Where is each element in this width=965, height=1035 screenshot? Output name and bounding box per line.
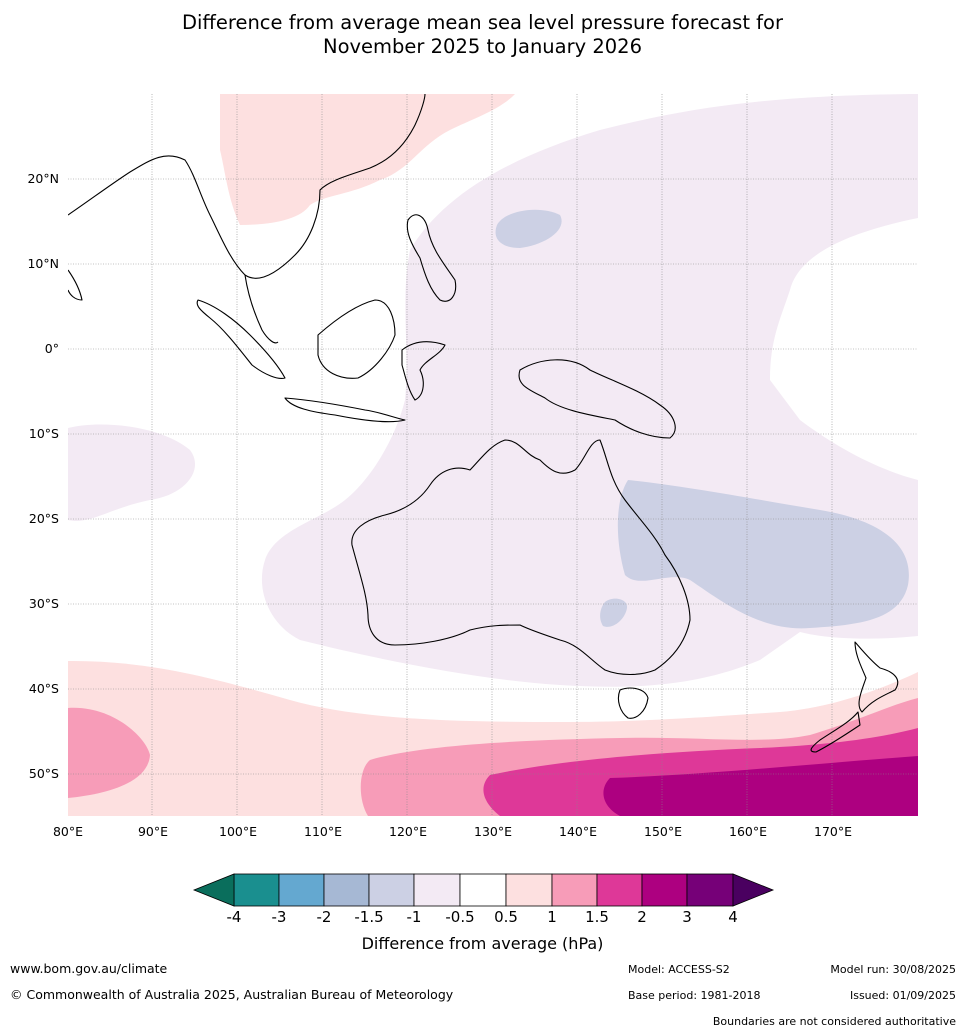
region-neg-small-australia — [600, 598, 628, 627]
map-title-line1: Difference from average mean sea level p… — [182, 11, 783, 34]
pressure-anomaly-shading — [68, 94, 918, 816]
colorbar-tick: -4 — [226, 908, 242, 926]
lat-label: 10°S — [28, 426, 59, 441]
region-pos-south-deep — [603, 756, 918, 816]
region-neg-small-west — [68, 424, 196, 521]
copyright-text: © Commonwealth of Australia 2025, Austra… — [10, 987, 454, 1002]
lon-label: 160°E — [728, 824, 768, 839]
colorbar — [192, 873, 775, 907]
lon-label: 80°E — [52, 824, 84, 839]
colorbar-under-arrow — [192, 873, 235, 907]
boundaries-disclaimer: Boundaries are not considered authoritat… — [712, 1015, 956, 1028]
java-coast — [284, 397, 406, 423]
lat-label: 40°S — [28, 681, 59, 696]
lat-label: 30°S — [28, 596, 59, 611]
lat-label: 50°S — [28, 766, 59, 781]
region-neg-pacific-north — [495, 209, 562, 248]
lon-label: 140°E — [558, 824, 598, 839]
region-pos-south-pink — [68, 707, 150, 798]
colorbar-tick: 1 — [547, 908, 557, 926]
colorbar-swatch — [505, 873, 553, 907]
model-run-date: Model run: 30/08/2025 — [830, 963, 956, 976]
colorbar-title: Difference from average (hPa) — [361, 934, 604, 953]
lon-label: 100°E — [218, 824, 258, 839]
sulawesi-coast — [401, 341, 446, 401]
lon-label: 120°E — [388, 824, 428, 839]
mainland-asia-coast — [68, 94, 426, 279]
issued-date: Issued: 01/09/2025 — [849, 989, 956, 1002]
lat-label: 20°N — [27, 171, 59, 186]
colorbar-swatch — [368, 873, 415, 907]
india-coast — [68, 269, 83, 301]
lon-label: 110°E — [303, 824, 343, 839]
map-title-line2: November 2025 to January 2026 — [323, 35, 642, 58]
colorbar-swatch — [641, 873, 688, 907]
new-guinea-coast — [518, 359, 676, 439]
nz-north-coast — [854, 641, 899, 713]
colorbar-tick: -1 — [406, 908, 422, 926]
nz-south-coast — [810, 711, 861, 753]
lon-label: 150°E — [643, 824, 683, 839]
borneo-coast — [317, 299, 396, 379]
base-period: Base period: 1981-2018 — [628, 989, 761, 1002]
tasmania-coast — [617, 687, 649, 719]
colorbar-tick: 1.5 — [585, 908, 609, 926]
lon-label: 130°E — [473, 824, 513, 839]
australia-coast — [351, 439, 691, 676]
colorbar-swatch — [413, 873, 461, 907]
colorbar-swatch — [323, 873, 370, 907]
colorbar-tick: -3 — [271, 908, 287, 926]
lon-label: 170°E — [813, 824, 853, 839]
colorbar-over-arrow — [732, 873, 775, 907]
colorbar-tick: 2 — [637, 908, 647, 926]
colorbar-swatch — [596, 873, 643, 907]
region-pos-asia — [220, 94, 515, 225]
website-link[interactable]: www.bom.gov.au/climate — [10, 961, 168, 976]
sumatra-coast — [196, 299, 286, 379]
colorbar-tick: -1.5 — [354, 908, 384, 926]
graticule — [68, 94, 918, 816]
lat-label: 0° — [44, 341, 59, 356]
colorbar-tick: -0.5 — [445, 908, 475, 926]
malay-peninsula-coast — [244, 274, 279, 344]
colorbar-tick: -2 — [316, 908, 332, 926]
coastlines — [68, 94, 899, 753]
colorbar-swatch — [233, 873, 280, 907]
colorbar-swatch — [551, 873, 598, 907]
colorbar-tick: 3 — [682, 908, 692, 926]
colorbar-swatch — [686, 873, 734, 907]
philippines-coast — [406, 214, 457, 302]
colorbar-tick: 0.5 — [494, 908, 518, 926]
colorbar-swatch — [459, 873, 507, 907]
colorbar-tick: 4 — [728, 908, 738, 926]
lat-label: 10°N — [27, 256, 59, 271]
lon-label: 90°E — [137, 824, 169, 839]
region-neg-east-australia — [617, 480, 909, 629]
model-name: Model: ACCESS-S2 — [628, 963, 730, 976]
lat-label: 20°S — [28, 511, 59, 526]
colorbar-swatch — [278, 873, 325, 907]
